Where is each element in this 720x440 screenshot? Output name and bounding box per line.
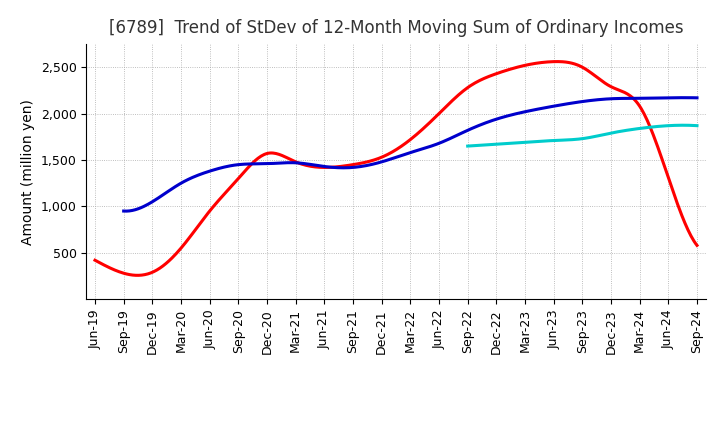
3 Years [693,243,701,248]
3 Years [165,258,174,264]
3 Years [552,59,561,64]
5 Years [348,165,356,170]
7 Years [630,127,639,132]
5 Years [680,95,688,100]
Title: [6789]  Trend of StDev of 12-Month Moving Sum of Ordinary Incomes: [6789] Trend of StDev of 12-Month Moving… [109,19,683,37]
5 Years [535,106,544,112]
5 Years [693,95,701,100]
Line: 7 Years: 7 Years [468,125,697,146]
3 Years [91,257,99,263]
7 Years [538,139,546,144]
7 Years [629,127,637,132]
3 Years [330,165,339,170]
Y-axis label: Amount (million yen): Amount (million yen) [22,99,35,245]
7 Years [693,123,701,128]
Legend: 3 Years, 5 Years, 7 Years: 3 Years, 5 Years, 7 Years [226,439,566,440]
5 Years [307,162,316,167]
7 Years [554,138,563,143]
5 Years [482,120,490,125]
3 Years [527,62,536,67]
3 Years [288,158,297,163]
5 Years [190,174,199,180]
7 Years [608,130,616,136]
7 Years [464,143,472,149]
7 Years [679,123,688,128]
5 Years [538,106,546,111]
5 Years [122,209,131,214]
Line: 3 Years: 3 Years [95,62,697,275]
3 Years [471,80,480,85]
3 Years [133,273,142,278]
Line: 5 Years: 5 Years [124,98,697,211]
3 Years [530,61,539,66]
7 Years [491,142,500,147]
5 Years [120,209,128,214]
